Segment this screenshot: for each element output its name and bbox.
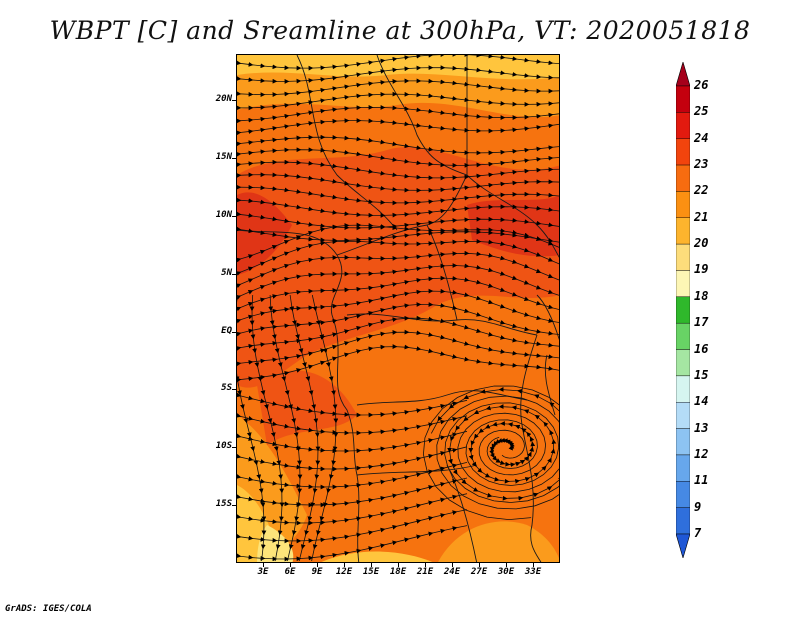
- colorbar-label: 12: [694, 446, 709, 461]
- streamline: [237, 525, 468, 562]
- colorbar-segment: [676, 507, 690, 535]
- x-tick: [317, 563, 318, 567]
- x-tick-label: 18E: [389, 567, 407, 577]
- y-tick: [232, 389, 236, 391]
- colorbar-label: 7: [694, 526, 702, 540]
- map-panel: [236, 54, 560, 563]
- streamline: [430, 387, 559, 501]
- streamline: [311, 294, 339, 562]
- colorbar-label: 24: [694, 130, 709, 145]
- colorbar-top-arrow: [676, 62, 690, 87]
- streamline: [237, 118, 559, 136]
- colorbar-label: 18: [694, 288, 709, 303]
- streamline: [436, 395, 559, 510]
- colorbar-bottom-arrow: [676, 533, 690, 558]
- colorbar-segment: [676, 164, 690, 192]
- colorbar-segment: [676, 243, 690, 271]
- y-tick-label: 20N: [215, 94, 232, 105]
- streamline: [422, 385, 559, 521]
- y-tick: [232, 100, 236, 102]
- x-tick-label: 24E: [443, 567, 461, 577]
- x-tick: [479, 563, 480, 567]
- y-tick-label: 10N: [215, 209, 232, 220]
- colorbar-label: 20: [694, 236, 709, 251]
- x-tick-label: 12E: [335, 567, 353, 577]
- colorbar-label: 21: [694, 209, 709, 224]
- colorbar-label: 22: [694, 183, 709, 198]
- colorbar-segment: [676, 217, 690, 245]
- x-tick: [425, 563, 426, 567]
- y-tick-label: 15S: [215, 499, 232, 510]
- streamline: [237, 105, 559, 124]
- x-tick-label: 9E: [311, 567, 323, 577]
- colorbar-label: 13: [694, 420, 709, 435]
- colorbar-segment: [676, 138, 690, 166]
- y-tick: [232, 505, 236, 507]
- chart-title: WBPT [C] and Sreamline at 300hPa, VT: 20…: [49, 16, 751, 45]
- band-21-se: [438, 521, 559, 562]
- map-svg: [237, 55, 559, 562]
- x-tick-label: 6E: [284, 567, 296, 577]
- colorbar-segment: [676, 191, 690, 218]
- x-tick: [263, 563, 264, 567]
- colorbar-label: 25: [694, 104, 709, 119]
- y-tick-label: 5S: [221, 383, 232, 394]
- colorbar-segment: [676, 481, 690, 508]
- colorbar-segment: [676, 296, 690, 324]
- colorbar-label: 16: [694, 341, 709, 356]
- x-tick-label: 15E: [362, 567, 380, 577]
- x-tick-label: 27E: [470, 567, 488, 577]
- x-tick: [452, 563, 453, 567]
- colorbar-label: 14: [694, 394, 709, 409]
- colorbar-segment: [676, 349, 690, 377]
- x-tick: [533, 563, 534, 567]
- colorbar-label: 19: [694, 262, 709, 277]
- colorbar-label: 23: [694, 157, 709, 172]
- colorbar-segment: [676, 402, 690, 429]
- colorbar-label: 17: [694, 315, 709, 330]
- x-tick: [344, 563, 345, 567]
- x-tick-label: 33E: [524, 567, 542, 577]
- colorbar-segment: [676, 270, 690, 298]
- y-tick: [232, 447, 236, 449]
- y-tick-label: 15N: [215, 152, 232, 163]
- colorbar-segment: [676, 322, 690, 350]
- y-tick-label: 5N: [221, 267, 232, 278]
- colorbar-label: 11: [694, 473, 709, 488]
- y-tick: [232, 273, 236, 275]
- colorbar-label: 9: [694, 499, 702, 514]
- x-tick: [371, 563, 372, 567]
- y-tick: [232, 331, 236, 333]
- x-tick-label: 21E: [416, 567, 434, 577]
- x-tick: [290, 563, 291, 567]
- y-tick-label: EQ: [221, 325, 232, 336]
- y-tick: [232, 215, 236, 217]
- colorbar-segment: [676, 375, 690, 403]
- colorbar-label: 26: [694, 78, 709, 92]
- colorbar: [676, 62, 690, 558]
- colorbar-segment: [676, 454, 690, 482]
- y-tick-label: 10S: [215, 441, 232, 452]
- y-tick: [232, 158, 236, 160]
- x-tick-label: 3E: [257, 567, 269, 577]
- colorbar-segment: [676, 85, 690, 113]
- colorbar-segment: [676, 428, 690, 456]
- colorbar-segment: [676, 112, 690, 139]
- colorbar-label: 15: [694, 367, 709, 382]
- x-tick-label: 30E: [497, 567, 515, 577]
- x-tick: [506, 563, 507, 567]
- x-tick: [398, 563, 399, 567]
- footer-credit: GrADS: IGES/COLA: [5, 604, 92, 614]
